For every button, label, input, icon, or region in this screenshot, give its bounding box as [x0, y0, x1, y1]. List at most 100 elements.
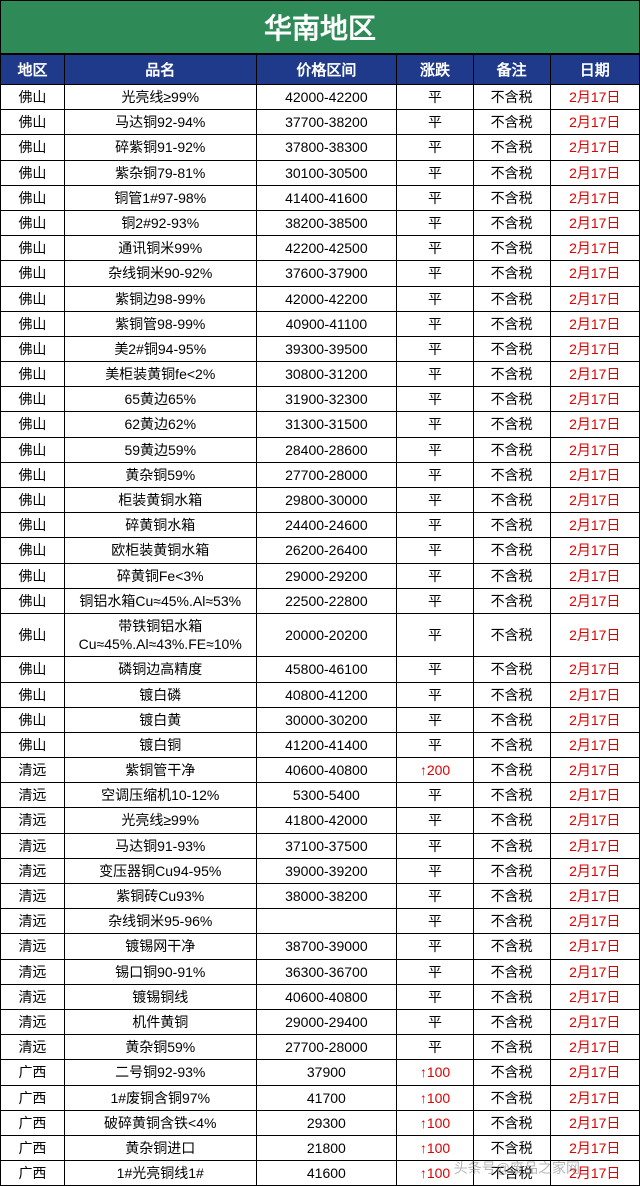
region-cell: 清远	[1, 758, 65, 783]
product-cell: 镀白黄	[64, 707, 256, 732]
product-cell: 1#废铜含铜97%	[64, 1085, 256, 1110]
product-cell: 铜铝水箱Cu≈45%.Al≈53%	[64, 588, 256, 613]
region-cell: 佛山	[1, 538, 65, 563]
date-cell: 2月17日	[550, 412, 640, 437]
region-cell: 佛山	[1, 462, 65, 487]
date-cell: 2月17日	[550, 588, 640, 613]
change-cell: 平	[397, 488, 474, 513]
region-cell: 清远	[1, 884, 65, 909]
date-cell: 2月17日	[550, 513, 640, 538]
date-cell: 2月17日	[550, 909, 640, 934]
price-cell: 29800-30000	[256, 488, 397, 513]
price-cell: 42200-42500	[256, 236, 397, 261]
table-row: 佛山光亮线≥99%42000-42200平不含税2月17日	[1, 85, 640, 110]
price-cell: 42000-42200	[256, 85, 397, 110]
note-cell: 不含税	[473, 135, 550, 160]
change-cell: 平	[397, 387, 474, 412]
change-cell: ↑100	[397, 1161, 474, 1186]
table-row: 清远变压器铜Cu94-95%39000-39200平不含税2月17日	[1, 858, 640, 883]
table-header-row: 地区 品名 价格区间 涨跌 备注 日期	[1, 55, 640, 85]
note-cell: 不含税	[473, 513, 550, 538]
region-cell: 佛山	[1, 210, 65, 235]
header-change: 涨跌	[397, 55, 474, 85]
region-title: 华南地区	[0, 0, 640, 54]
change-cell: 平	[397, 613, 474, 656]
note-cell: 不含税	[473, 588, 550, 613]
date-cell: 2月17日	[550, 110, 640, 135]
note-cell: 不含税	[473, 437, 550, 462]
price-cell: 41700	[256, 1085, 397, 1110]
note-cell: 不含税	[473, 286, 550, 311]
table-row: 佛山美柜装黄铜fe<2%30800-31200平不含税2月17日	[1, 362, 640, 387]
note-cell: 不含税	[473, 210, 550, 235]
date-cell: 2月17日	[550, 758, 640, 783]
product-cell: 镀白磷	[64, 682, 256, 707]
header-date: 日期	[550, 55, 640, 85]
change-cell: 平	[397, 336, 474, 361]
price-cell: 24400-24600	[256, 513, 397, 538]
change-cell: 平	[397, 934, 474, 959]
region-cell: 佛山	[1, 311, 65, 336]
product-cell: 铜2#92-93%	[64, 210, 256, 235]
note-cell: 不含税	[473, 160, 550, 185]
table-row: 佛山杂线铜米90-92%37600-37900平不含税2月17日	[1, 261, 640, 286]
date-cell: 2月17日	[550, 682, 640, 707]
region-cell: 佛山	[1, 588, 65, 613]
price-cell: 39000-39200	[256, 858, 397, 883]
table-row: 佛山紫杂铜79-81%30100-30500平不含税2月17日	[1, 160, 640, 185]
note-cell: 不含税	[473, 261, 550, 286]
product-cell: 柜装黄铜水箱	[64, 488, 256, 513]
region-cell: 清远	[1, 808, 65, 833]
table-row: 佛山铜管1#97-98%41400-41600平不含税2月17日	[1, 185, 640, 210]
product-cell: 通讯铜米99%	[64, 236, 256, 261]
region-cell: 佛山	[1, 412, 65, 437]
date-cell: 2月17日	[550, 135, 640, 160]
product-cell: 镀锡铜线	[64, 984, 256, 1009]
note-cell: 不含税	[473, 362, 550, 387]
change-cell: 平	[397, 185, 474, 210]
note-cell: 不含税	[473, 1035, 550, 1060]
product-cell: 欧柜装黄铜水箱	[64, 538, 256, 563]
region-cell: 广西	[1, 1161, 65, 1186]
product-cell: 黄杂铜进口	[64, 1135, 256, 1160]
header-price: 价格区间	[256, 55, 397, 85]
table-row: 清远马达铜91-93%37100-37500平不含税2月17日	[1, 833, 640, 858]
region-cell: 清远	[1, 783, 65, 808]
price-cell: 29000-29200	[256, 563, 397, 588]
table-row: 佛山铜铝水箱Cu≈45%.Al≈53%22500-22800平不含税2月17日	[1, 588, 640, 613]
product-cell: 美柜装黄铜fe<2%	[64, 362, 256, 387]
change-cell: 平	[397, 286, 474, 311]
region-cell: 广西	[1, 1110, 65, 1135]
table-row: 佛山黄杂铜59%27700-28000平不含税2月17日	[1, 462, 640, 487]
date-cell: 2月17日	[550, 311, 640, 336]
table-row: 佛山通讯铜米99%42200-42500平不含税2月17日	[1, 236, 640, 261]
date-cell: 2月17日	[550, 1009, 640, 1034]
table-row: 佛山镀白黄30000-30200平不含税2月17日	[1, 707, 640, 732]
change-cell: ↑100	[397, 1060, 474, 1085]
change-cell: 平	[397, 135, 474, 160]
change-cell: 平	[397, 462, 474, 487]
table-row: 佛山65黄边65%31900-32300平不含税2月17日	[1, 387, 640, 412]
date-cell: 2月17日	[550, 488, 640, 513]
price-cell: 45800-46100	[256, 657, 397, 682]
region-cell: 佛山	[1, 707, 65, 732]
table-row: 佛山马达铜92-94%37700-38200平不含税2月17日	[1, 110, 640, 135]
product-cell: 杂线铜米90-92%	[64, 261, 256, 286]
price-cell: 21800	[256, 1135, 397, 1160]
product-cell: 带铁铜铝水箱Cu≈45%.Al≈43%.FE≈10%	[64, 613, 256, 656]
note-cell: 不含税	[473, 1009, 550, 1034]
product-cell: 碎黄铜Fe<3%	[64, 563, 256, 588]
region-cell: 佛山	[1, 657, 65, 682]
region-cell: 清远	[1, 909, 65, 934]
price-cell: 27700-28000	[256, 462, 397, 487]
table-row: 广西黄杂铜进口21800↑100不含税2月17日	[1, 1135, 640, 1160]
product-cell: 光亮线≥99%	[64, 85, 256, 110]
date-cell: 2月17日	[550, 1110, 640, 1135]
region-cell: 清远	[1, 959, 65, 984]
price-cell: 40800-41200	[256, 682, 397, 707]
date-cell: 2月17日	[550, 732, 640, 757]
date-cell: 2月17日	[550, 934, 640, 959]
change-cell: 平	[397, 261, 474, 286]
price-cell: 26200-26400	[256, 538, 397, 563]
product-cell: 机件黄铜	[64, 1009, 256, 1034]
